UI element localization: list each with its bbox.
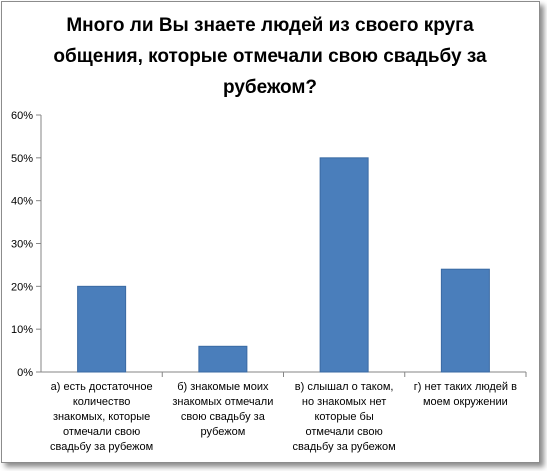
chart-title: Много ли Вы знаете людей из своего круга… [53, 15, 487, 98]
chart-frame [1, 1, 540, 463]
x-category-label-line: свою свадьбу за [181, 411, 266, 423]
x-category-label-line: количество [73, 396, 131, 408]
x-category-label-line: свадьбу за рубежом [50, 441, 153, 453]
x-category-label: в) слышал о таком, но знакомых нет которые… [293, 381, 396, 453]
y-tick-label: 20% [11, 281, 33, 293]
x-category-label: г) нет таких людей в моем окружении [414, 381, 517, 408]
x-category-label-line: моем окружении [423, 396, 508, 408]
x-category-label-line: знакомых, которые [53, 411, 150, 423]
y-tick-label: 10% [11, 324, 33, 336]
x-category-label: б) знакомые моих знакомых отмечали свою св… [172, 381, 273, 438]
x-category-label-line: в) слышал о таком, [295, 381, 394, 393]
x-category-label-line: знакомых отмечали [172, 396, 273, 408]
y-tick-label: 40% [11, 196, 33, 208]
x-category-label-line: свадьбу за рубежом [293, 441, 396, 453]
x-category-label-line: г) нет таких людей в [414, 381, 517, 393]
y-tick-label: 30% [11, 239, 33, 251]
y-tick-label: 50% [11, 153, 33, 165]
x-category-label: а) есть достаточное количество знакомых, к… [50, 381, 153, 453]
x-category-label-line: рубежом [200, 426, 245, 438]
bar [77, 285, 127, 373]
x-category-label-line: отмечали свою [305, 426, 382, 438]
x-category-label-line: отмечали свою [63, 426, 140, 438]
x-category-label-line: а) есть достаточное [51, 381, 153, 393]
x-category-label-line: но знакомых нет [302, 396, 386, 408]
y-tick-label: 0% [17, 367, 33, 379]
x-category-label-line: б) знакомые моих [177, 381, 269, 393]
bar [198, 345, 248, 373]
bar [319, 157, 369, 373]
bar [440, 268, 490, 373]
x-category-label-line: которые бы [315, 411, 374, 423]
y-tick-label: 60% [11, 110, 33, 122]
